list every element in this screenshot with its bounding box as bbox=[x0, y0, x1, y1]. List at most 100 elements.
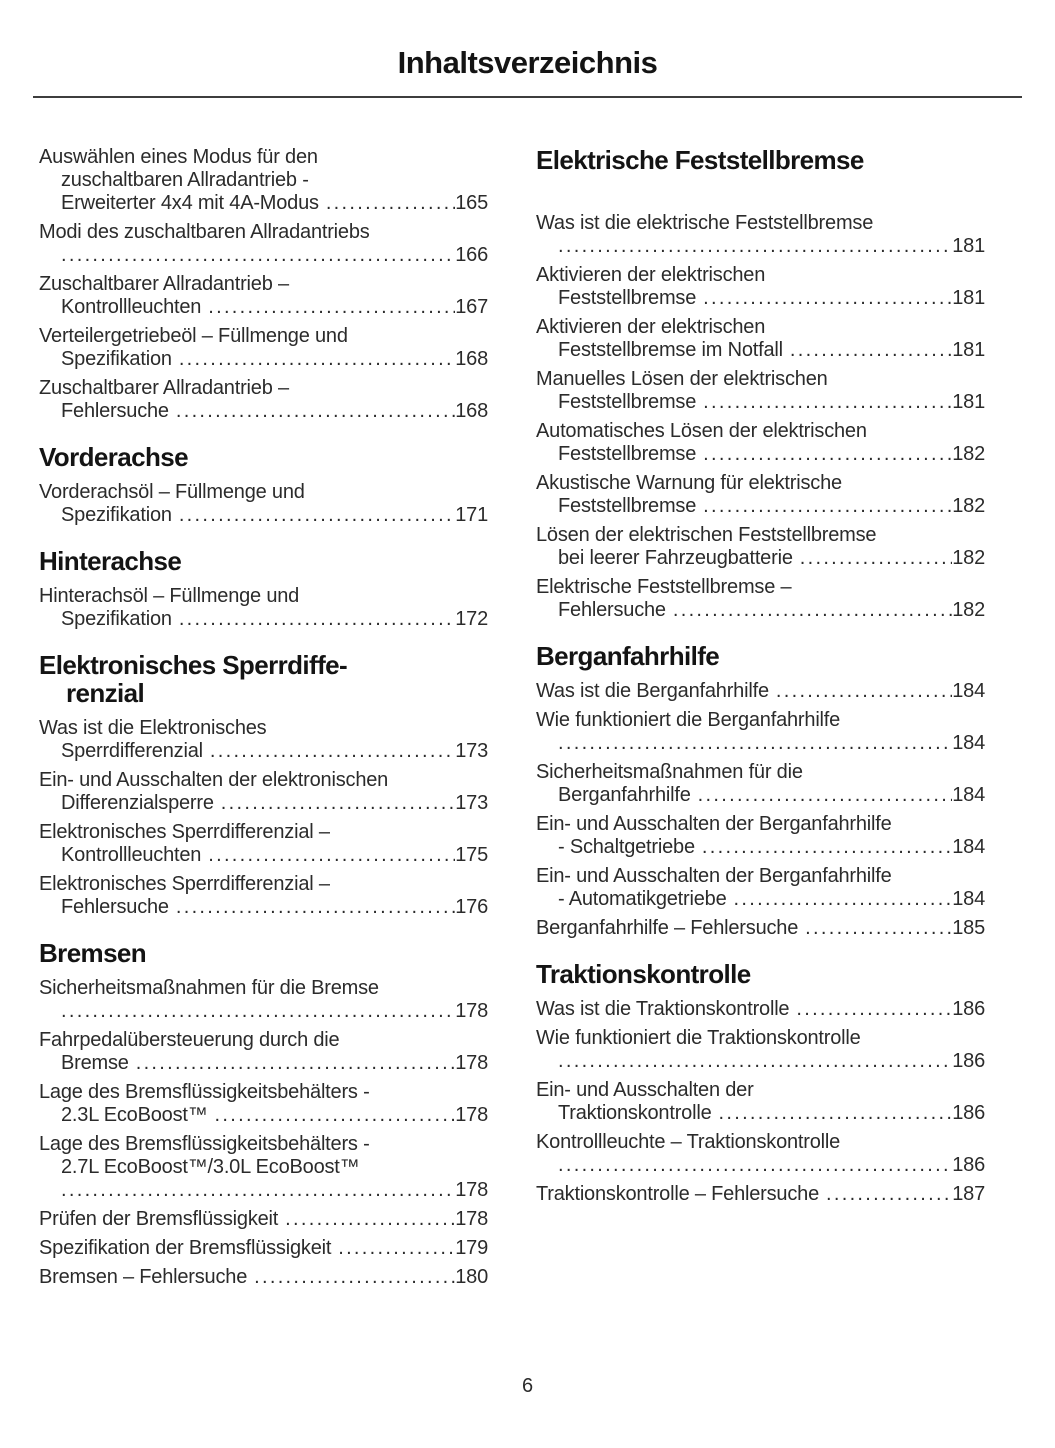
toc-entry-line: 181 bbox=[536, 235, 985, 258]
dot-leader bbox=[796, 998, 952, 1021]
dot-leader bbox=[734, 888, 953, 911]
dot-leader bbox=[558, 1050, 952, 1073]
toc-entry: Elektrische Feststellbremse – Fehlersuche… bbox=[536, 576, 985, 622]
toc-entry-page: 173 bbox=[455, 792, 488, 814]
dot-leader bbox=[703, 391, 952, 414]
section-heading: Bremsen bbox=[39, 939, 488, 967]
dot-leader bbox=[776, 680, 952, 703]
dot-leader bbox=[558, 1154, 952, 1177]
toc-entry-page: 181 bbox=[952, 287, 985, 309]
dot-leader bbox=[558, 732, 952, 755]
toc-entry-line: 2.7L EcoBoost™/3.0L EcoBoost™ bbox=[39, 1156, 488, 1179]
toc-entry-text: Modi des zuschaltbaren Allradantriebs bbox=[39, 221, 370, 243]
toc-entry-text: Prüfen der Bremsflüssigkeit bbox=[39, 1208, 279, 1230]
toc-section: Auswählen eines Modus für den zuschaltbar… bbox=[39, 146, 488, 423]
toc-entry-line: Modi des zuschaltbaren Allradantriebs bbox=[39, 221, 488, 244]
toc-entry-page: 178 bbox=[455, 1000, 488, 1022]
toc-section: Traktionskontrolle Was ist die Traktionsk… bbox=[536, 960, 985, 1206]
dot-leader bbox=[338, 1237, 455, 1260]
toc-entry-text: Kontrollleuchten bbox=[61, 296, 202, 318]
toc-entry-line: Aktivieren der elektrischen bbox=[536, 316, 985, 339]
toc-entry-page: 186 bbox=[952, 1102, 985, 1124]
toc-entry-page: 179 bbox=[455, 1237, 488, 1259]
dot-leader bbox=[703, 287, 952, 310]
toc-entry-line: Hinterachsöl – Füllmenge und bbox=[39, 585, 488, 608]
toc-entry: Ein- und Ausschalten der Traktionskontrol… bbox=[536, 1079, 985, 1125]
toc-entry: Hinterachsöl – Füllmenge und Spezifikatio… bbox=[39, 585, 488, 631]
toc-entry: Verteilergetriebeöl – Füllmenge und Spezi… bbox=[39, 325, 488, 371]
toc-entry: Prüfen der Bremsflüssigkeit 178 bbox=[39, 1208, 488, 1231]
toc-entry-text: Sperrdifferenzial bbox=[61, 740, 203, 762]
toc-entry-text: zuschaltbaren Allradantrieb - bbox=[61, 169, 309, 191]
toc-entry-text: Was ist die Traktionskontrolle bbox=[536, 998, 790, 1020]
toc-entry-line: Prüfen der Bremsflüssigkeit 178 bbox=[39, 1208, 488, 1231]
toc-entry-line: bei leerer Fahrzeugbatterie 182 bbox=[536, 547, 985, 570]
dot-leader bbox=[221, 792, 455, 815]
toc-entry: Manuelles Lösen der elektrischen Feststel… bbox=[536, 368, 985, 414]
toc-entry-page: 180 bbox=[455, 1266, 488, 1288]
toc-entry-line: Aktivieren der elektrischen bbox=[536, 264, 985, 287]
dot-leader bbox=[215, 1104, 456, 1127]
toc-entry: Vorderachsöl – Füllmenge und Spezifikatio… bbox=[39, 481, 488, 527]
toc-entry-line: Spezifikation 168 bbox=[39, 348, 488, 371]
toc-entry: Sicherheitsmaßnahmen für die Berganfahrhi… bbox=[536, 761, 985, 807]
toc-entry-line: - Automatikgetriebe 184 bbox=[536, 888, 985, 911]
toc-entry-text: Hinterachsöl – Füllmenge und bbox=[39, 585, 300, 607]
toc-entry-line: Akustische Warnung für elektrische bbox=[536, 472, 985, 495]
toc-entry-line: zuschaltbaren Allradantrieb - bbox=[39, 169, 488, 192]
dot-leader bbox=[800, 547, 952, 570]
toc-entry-text: Fehlersuche bbox=[61, 896, 169, 918]
toc-entry-text: Zuschaltbarer Allradantrieb – bbox=[39, 273, 289, 295]
dot-leader bbox=[210, 740, 455, 763]
toc-entry: Akustische Warnung für elektrische Festst… bbox=[536, 472, 985, 518]
toc-entry-line: Spezifikation der Bremsflüssigkeit 179 bbox=[39, 1237, 488, 1260]
toc-entry-line: Fehlersuche 182 bbox=[536, 599, 985, 622]
toc-entry-page: 171 bbox=[455, 504, 488, 526]
toc-entry-line: Vorderachsöl – Füllmenge und bbox=[39, 481, 488, 504]
toc-entry-page: 172 bbox=[455, 608, 488, 630]
toc-entry-page: 187 bbox=[952, 1183, 985, 1205]
dot-leader bbox=[176, 896, 455, 919]
toc-section: Bremsen Sicherheitsmaßnahmen für die Brem… bbox=[39, 939, 488, 1289]
toc-entry-line: Bremse 178 bbox=[39, 1052, 488, 1075]
toc-entry-line: Sicherheitsmaßnahmen für die Bremse bbox=[39, 977, 488, 1000]
toc-entry-line: Bremsen – Fehlersuche 180 bbox=[39, 1266, 488, 1289]
section-heading: Hinterachse bbox=[39, 547, 488, 575]
dot-leader bbox=[285, 1208, 455, 1231]
toc-entry: Wie funktioniert die Berganfahrhilfe 184 bbox=[536, 709, 985, 755]
toc-entry-page: 167 bbox=[455, 296, 488, 318]
toc-section: Hinterachse Hinterachsöl – Füllmenge und S… bbox=[39, 547, 488, 631]
dot-leader bbox=[136, 1052, 456, 1075]
section-heading-line: renzial bbox=[66, 678, 145, 708]
toc-entry-page: 182 bbox=[952, 599, 985, 621]
dot-leader bbox=[558, 235, 952, 258]
dot-leader bbox=[719, 1102, 953, 1125]
toc-entry-text: Berganfahrhilfe – Fehlersuche bbox=[536, 917, 799, 939]
toc-section: Elektronisches Sperrdiffe-renzial Was ist… bbox=[39, 651, 488, 919]
dot-leader bbox=[805, 917, 952, 940]
toc-entry-text: Fehlersuche bbox=[61, 400, 169, 422]
toc-entry-text: Wie funktioniert die Berganfahrhilfe bbox=[536, 709, 841, 731]
toc-entry-text: Bremse bbox=[61, 1052, 129, 1074]
toc-entry-text: Zuschaltbarer Allradantrieb – bbox=[39, 377, 289, 399]
section-heading-line: Traktionskontrolle bbox=[536, 959, 751, 989]
toc-entry-line: 178 bbox=[39, 1000, 488, 1023]
toc-entry-page: 175 bbox=[455, 844, 488, 866]
toc-entry-page: 184 bbox=[952, 680, 985, 702]
toc-entry-text: Feststellbremse bbox=[558, 443, 697, 465]
toc-entry-text: Berganfahrhilfe bbox=[558, 784, 691, 806]
toc-entry: Lage des Bremsflüssigkeitsbehälters -2.7… bbox=[39, 1133, 488, 1202]
toc-entry-line: Was ist die Elektronisches bbox=[39, 717, 488, 740]
toc-entry-line: Spezifikation 171 bbox=[39, 504, 488, 527]
toc-entry: Ein- und Ausschalten der Berganfahrhilfe… bbox=[536, 865, 985, 911]
toc-column-right: Elektrische Feststellbremse Was ist die e… bbox=[536, 146, 985, 1295]
toc-entry-line: Fehlersuche 176 bbox=[39, 896, 488, 919]
toc-entry-line: Zuschaltbarer Allradantrieb – bbox=[39, 273, 488, 296]
title-rule bbox=[33, 96, 1022, 98]
toc-entry-line: Berganfahrhilfe – Fehlersuche 185 bbox=[536, 917, 985, 940]
dot-leader bbox=[673, 599, 952, 622]
toc-entry-line: Feststellbremse im Notfall 181 bbox=[536, 339, 985, 362]
toc-entry-text: 2.7L EcoBoost™/3.0L EcoBoost™ bbox=[61, 1156, 360, 1178]
toc-entry-text: Akustische Warnung für elektrische bbox=[536, 472, 842, 494]
